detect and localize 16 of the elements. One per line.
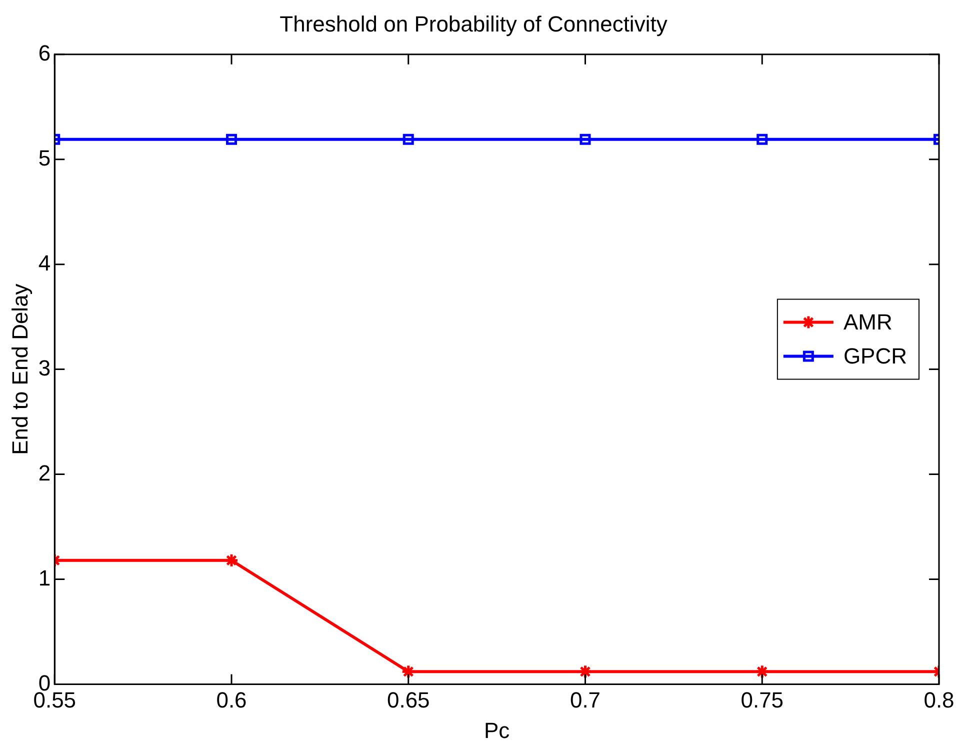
y-tick-label: 5	[38, 145, 51, 170]
x-tick-label: 0.65	[386, 687, 430, 712]
x-tick-label: 0.75	[740, 687, 784, 712]
y-tick-label: 6	[38, 40, 51, 66]
x-axis-title: Pc	[484, 718, 510, 743]
y-tick-label: 3	[38, 355, 51, 380]
x-tick-label: 0.7	[570, 687, 601, 712]
legend-label: GPCR	[843, 343, 907, 368]
y-tick-label: 4	[38, 250, 51, 276]
y-tick-label: 2	[38, 460, 51, 486]
y-axis-title: End to End Delay	[7, 284, 32, 455]
x-tick-label: 0.8	[924, 687, 954, 712]
legend-label: AMR	[843, 309, 892, 334]
x-tick-label: 0.6	[216, 687, 247, 712]
y-tick-label: 1	[38, 565, 51, 590]
chart-title: Threshold on Probability of Connectivity	[280, 11, 668, 36]
